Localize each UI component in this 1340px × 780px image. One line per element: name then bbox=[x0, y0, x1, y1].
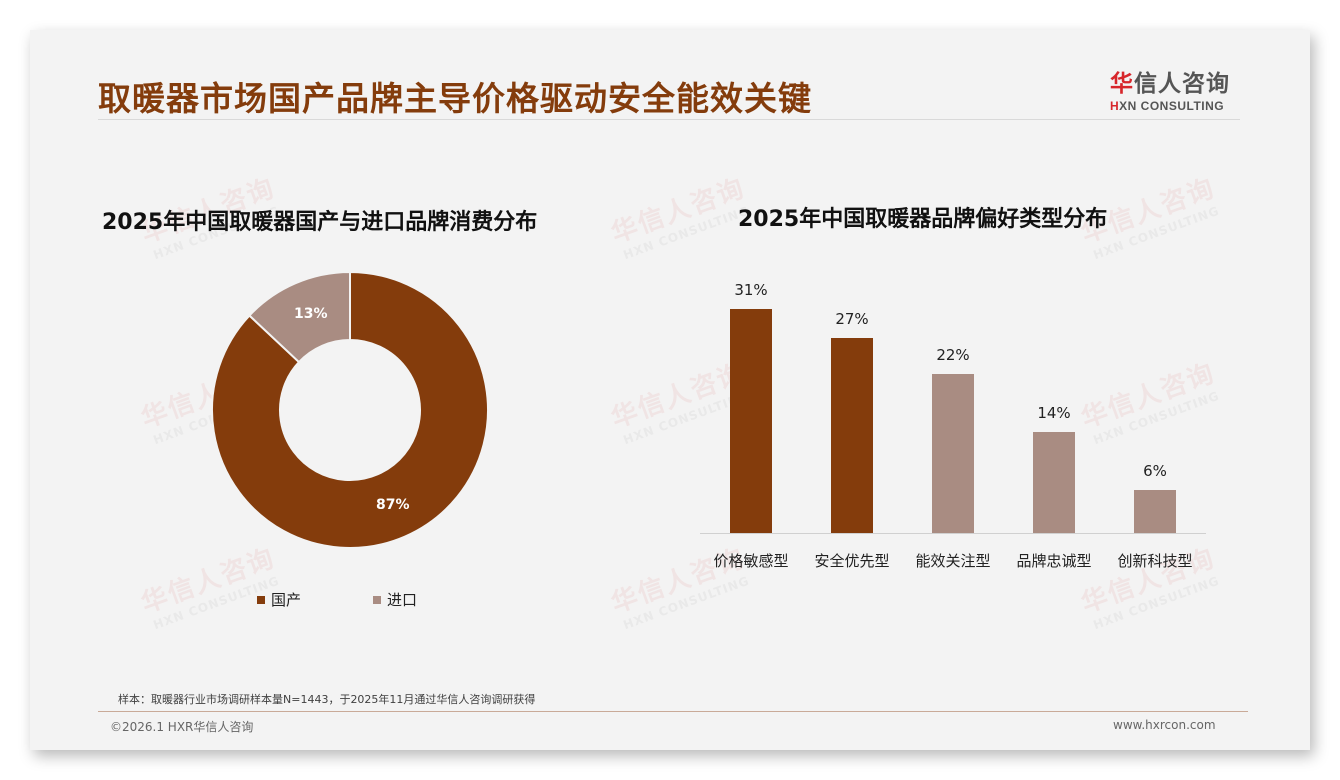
slide: 华信人咨询 HXN CONSULTING 华信人咨询 HXN CONSULTING … bbox=[30, 30, 1310, 750]
legend-label: 进口 bbox=[387, 591, 418, 609]
bar-category-label: 能效关注型 bbox=[915, 552, 991, 570]
donut-chart-title: 2025年中国取暖器国产与进口品牌消费分布 bbox=[102, 210, 538, 235]
legend-swatch bbox=[373, 595, 382, 604]
donut-slice-0 bbox=[211, 270, 489, 549]
footer-divider bbox=[98, 711, 1248, 712]
website-link[interactable]: www.hxrcon.com bbox=[1113, 718, 1216, 732]
bar-value-label: 31% bbox=[734, 281, 768, 299]
legend-label: 国产 bbox=[271, 591, 302, 609]
title-divider bbox=[98, 119, 1240, 120]
copyright: ©2026.1 HXR华信人咨询 bbox=[110, 720, 254, 734]
bar-0: 31% bbox=[730, 281, 772, 533]
bar-category-label: 创新科技型 bbox=[1117, 552, 1193, 570]
donut-chart: 87% 13% bbox=[210, 270, 490, 550]
page-title: 取暖器市场国产品牌主导价格驱动安全能效关键 bbox=[98, 79, 812, 118]
logo-cn: 华信人咨询 bbox=[1110, 71, 1230, 97]
logo-en: HXN CONSULTING bbox=[1110, 99, 1225, 113]
bar-chart-title: 2025年中国取暖器品牌偏好类型分布 bbox=[738, 207, 1108, 232]
donut-label-import: 13% bbox=[294, 306, 328, 322]
x-axis-line bbox=[700, 533, 1206, 534]
bar-value-label: 6% bbox=[1143, 461, 1167, 480]
legend-swatch bbox=[257, 595, 265, 604]
bar-value-label: 14% bbox=[1037, 403, 1071, 422]
company-logo: 华信人咨询 HXN CONSULTING bbox=[1110, 64, 1250, 113]
donut-label-domestic: 87% bbox=[376, 497, 410, 513]
bar-1: 27% bbox=[831, 310, 873, 533]
bar-category-label: 价格敏感型 bbox=[713, 552, 789, 570]
bar-value-label: 27% bbox=[835, 309, 869, 328]
bar-category-label: 品牌忠诚型 bbox=[1016, 552, 1092, 570]
donut-slice-1 bbox=[247, 270, 351, 364]
bar-category-label: 安全优先型 bbox=[814, 552, 890, 570]
donut-svg bbox=[211, 270, 489, 549]
bar-4: 6% bbox=[1134, 462, 1176, 533]
bar-chart: 31% 价格敏感型 27% 安全优先型 22% 能效关注型 14% 品牌忠诚型 6% 创新科技型 bbox=[700, 280, 1206, 580]
bar-3: 14% bbox=[1033, 404, 1075, 533]
legend-item-domestic: 国产 bbox=[257, 589, 301, 610]
sample-note: 样本：取暖器行业市场调研样本量N=1443，于2025年11月通过华信人咨询调研… bbox=[118, 693, 536, 706]
legend-item-import: 进口 bbox=[373, 589, 417, 610]
bar-2: 22% bbox=[932, 346, 974, 533]
donut-legend: 国产 进口 bbox=[257, 589, 417, 610]
bar-value-label: 22% bbox=[936, 346, 970, 365]
